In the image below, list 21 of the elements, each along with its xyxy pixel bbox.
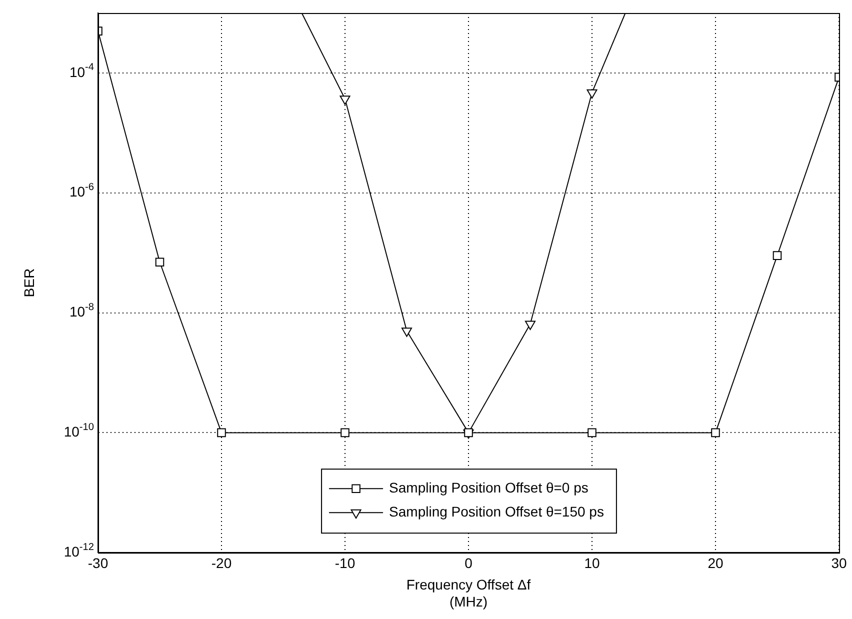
legend-label: Sampling Position Offset θ=150 ps [389,503,604,520]
x-tick-label: -10 [334,554,356,571]
x-tick-label: -30 [88,554,108,571]
x-tick-label: 10 [584,554,600,571]
point [711,428,720,438]
legend-label: Sampling Position Offset θ=0 ps [389,479,588,496]
point [586,89,598,99]
y-axis-title: BER [20,268,37,298]
point [401,328,412,337]
point [340,428,350,438]
point [155,258,164,266]
x-tick-label: 20 [708,554,724,571]
x-tick-label: -20 [211,554,232,571]
point [772,251,782,260]
point [524,320,536,330]
point [340,96,350,105]
x-tick-label: 0 [464,554,473,571]
x-axis-title: Frequency Offset Δf (MHz) [406,576,531,610]
point [588,428,596,438]
point [217,428,226,438]
x-tick-label: 30 [831,554,847,571]
